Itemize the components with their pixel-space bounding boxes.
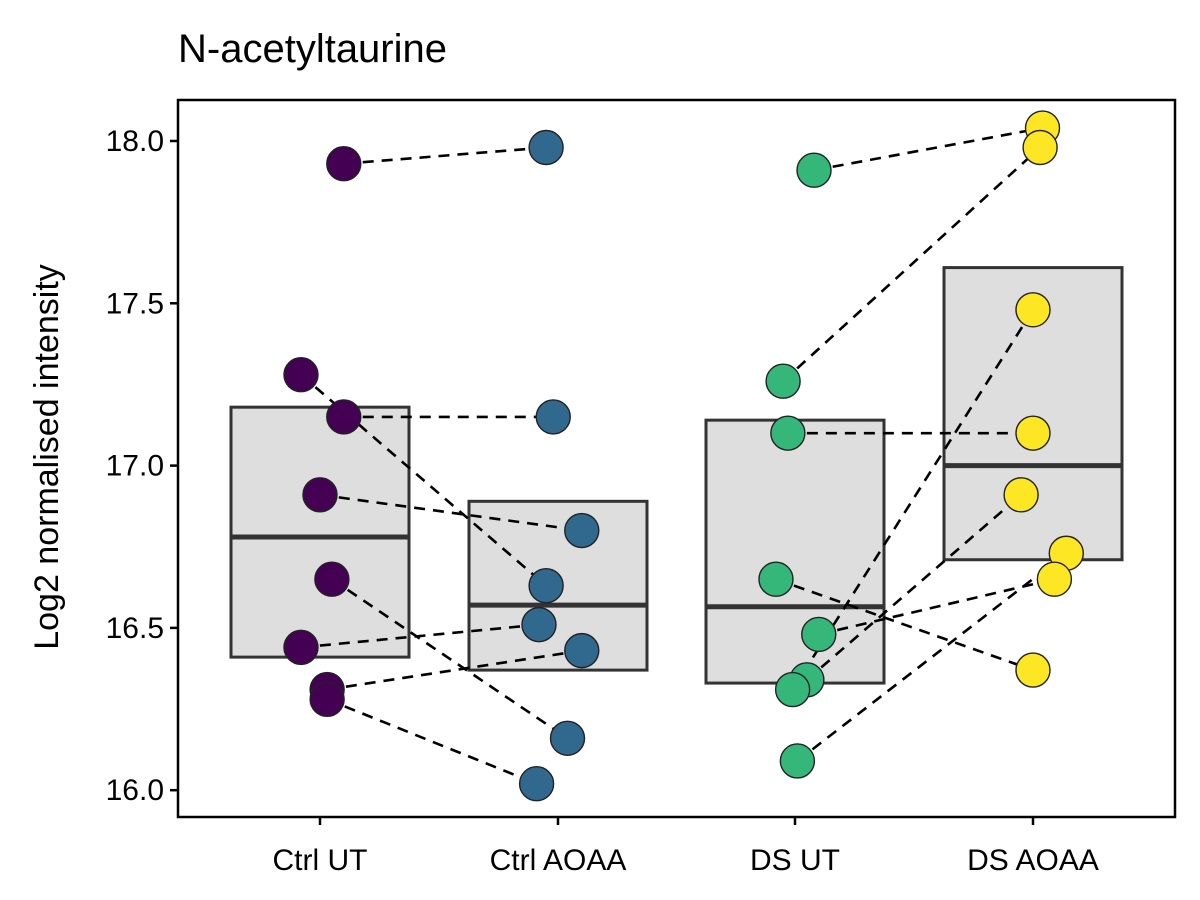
y-tick-label-3: 17.5 [106, 287, 164, 320]
point-3-4 [1003, 477, 1039, 513]
point-0-2 [326, 399, 362, 435]
pair-line-9 [782, 146, 1042, 383]
y-axis: 16.0 16.5 17.0 17.5 18.0 [106, 125, 178, 807]
point-3-1 [1022, 129, 1058, 166]
point-2-2 [770, 415, 806, 451]
point-0-7 [309, 681, 345, 718]
pair-line-8 [813, 126, 1043, 172]
point-2-0 [796, 152, 832, 188]
box-0 [229, 405, 411, 659]
point-2-7 [779, 743, 816, 779]
point-0-5 [283, 629, 319, 666]
y-tick-label-1: 16.5 [106, 612, 164, 645]
pair-line-3 [300, 373, 547, 587]
point-2-4 [801, 616, 837, 653]
pair-line-5 [326, 649, 582, 691]
pair-line-7 [326, 698, 538, 785]
point-2-6 [774, 671, 811, 708]
point-1-7 [518, 766, 555, 802]
point-0-1 [283, 357, 319, 393]
x-tick-label-3: DS AOAA [967, 844, 1099, 877]
pair-lines-layer [300, 126, 1068, 785]
point-3-3 [1015, 415, 1051, 451]
y-tick-label-4: 18.0 [106, 125, 164, 158]
point-1-3 [528, 568, 564, 604]
point-2-1 [765, 363, 801, 399]
pair-line-2 [319, 493, 582, 532]
point-1-4 [521, 606, 557, 643]
point-0-3 [302, 477, 338, 513]
point-1-6 [549, 720, 586, 756]
pair-line-0 [343, 146, 547, 166]
point-3-6 [1036, 561, 1073, 597]
boxes-layer [229, 266, 1124, 685]
x-tick-label-2: DS UT [750, 844, 840, 877]
chart-title: N-acetyltaurine [178, 27, 447, 71]
point-1-5 [564, 632, 600, 669]
x-tick-label-0: Ctrl UT [273, 844, 368, 877]
pair-line-15 [775, 577, 1034, 672]
point-0-0 [326, 146, 362, 182]
x-axis: Ctrl UT Ctrl AOAA DS UT DS AOAA [273, 817, 1099, 877]
point-1-0 [528, 129, 564, 166]
box-2 [704, 418, 886, 685]
point-0-4 [314, 561, 350, 597]
point-1-1 [535, 399, 571, 435]
point-1-2 [564, 512, 600, 549]
pair-line-12 [806, 493, 1022, 681]
pair-line-14 [818, 577, 1055, 636]
pair-line-6 [331, 578, 569, 740]
plot-panel-border [176, 98, 1177, 819]
y-axis-label: Log2 normalised intensity [28, 264, 66, 650]
pair-line-4 [300, 623, 540, 649]
x-tick-label-1: Ctrl AOAA [490, 844, 627, 877]
y-tick-label-0: 16.0 [106, 774, 164, 807]
points-layer [283, 110, 1084, 802]
point-3-2 [1015, 292, 1051, 328]
point-2-3 [758, 561, 794, 597]
point-3-7 [1015, 652, 1051, 688]
y-tick-label-2: 17.0 [106, 450, 164, 483]
